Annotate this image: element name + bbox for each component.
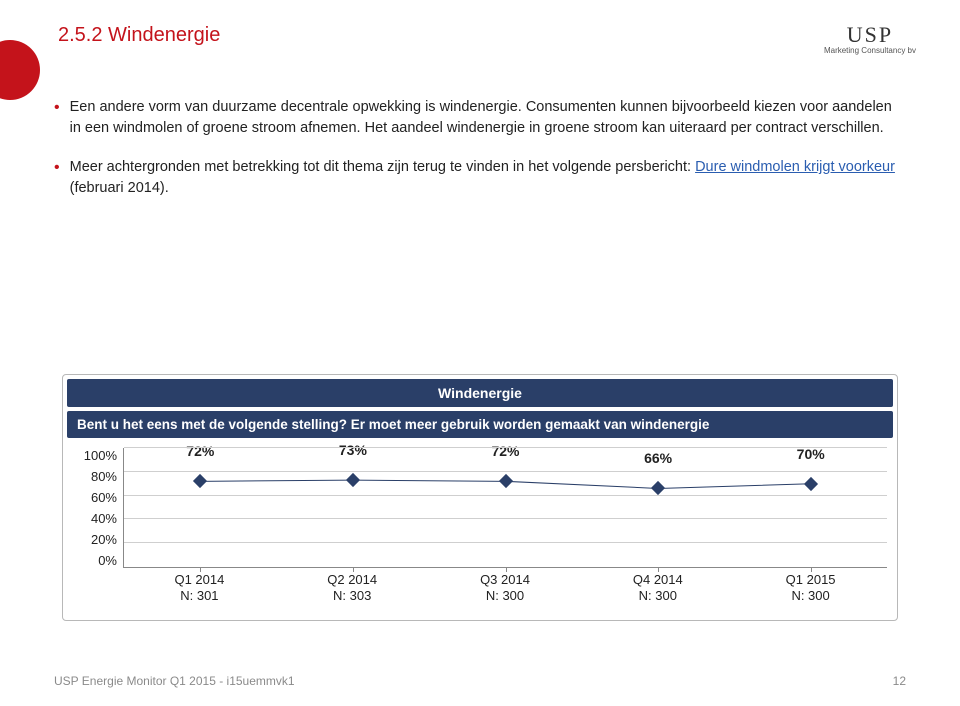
plot-wrap: 72%73%72%66%70% Q1 2014N: 301Q2 2014N: 3…	[123, 448, 887, 610]
data-value-label: 73%	[339, 442, 367, 458]
logo-text: USP	[824, 22, 916, 48]
bullet-marker: •	[54, 157, 60, 179]
bullet-item: • Meer achtergronden met betrekking tot d…	[54, 157, 906, 199]
x-tick-label: Q1 2015N: 300	[786, 572, 836, 605]
line-svg	[124, 448, 887, 567]
data-value-label: 72%	[186, 443, 214, 459]
decorative-red-circle	[0, 40, 40, 100]
grid-line	[124, 495, 887, 496]
data-layer: 72%73%72%66%70%	[124, 448, 887, 567]
x-label-bottom: N: 300	[639, 588, 677, 603]
y-tick-label: 100%	[84, 448, 117, 463]
x-label-bottom: N: 301	[180, 588, 218, 603]
page-number: 12	[893, 674, 906, 688]
x-tick-label: Q1 2014N: 301	[174, 572, 224, 605]
y-tick-label: 80%	[91, 469, 117, 484]
grid-line	[124, 471, 887, 472]
chart-area: 100%80%60%40%20%0% 72%73%72%66%70% Q1 20…	[67, 448, 893, 610]
grid-line	[124, 447, 887, 448]
x-label-bottom: N: 303	[333, 588, 371, 603]
footer-left: USP Energie Monitor Q1 2015 - i15uemmvk1	[54, 674, 295, 688]
x-label-top: Q4 2014	[633, 572, 683, 587]
brand-logo: USP Marketing Consultancy bv	[824, 22, 916, 55]
data-value-label: 66%	[644, 450, 672, 466]
x-label-bottom: N: 300	[486, 588, 524, 603]
y-tick-label: 0%	[98, 553, 117, 568]
plot: 72%73%72%66%70%	[123, 448, 887, 568]
x-label-top: Q1 2014	[174, 572, 224, 587]
x-label-top: Q1 2015	[786, 572, 836, 587]
bullet-text: Een andere vorm van duurzame decentrale …	[70, 97, 906, 139]
y-tick-label: 40%	[91, 511, 117, 526]
grid-line	[124, 542, 887, 543]
y-axis: 100% 80% 60% 40% 20% 0%	[73, 448, 123, 568]
section-heading: 2.5.2 Windenergie	[58, 24, 916, 47]
x-tick-label: Q2 2014N: 303	[327, 572, 377, 605]
chart-card: Windenergie Bent u het eens met de volge…	[62, 374, 898, 621]
logo-subtext: Marketing Consultancy bv	[824, 46, 916, 55]
bullet-text: Meer achtergronden met betrekking tot di…	[70, 157, 906, 199]
chart-title: Windenergie	[67, 379, 893, 407]
x-label-bottom: N: 300	[791, 588, 829, 603]
page-footer: USP Energie Monitor Q1 2015 - i15uemmvk1…	[0, 674, 960, 688]
y-tick-label: 20%	[91, 532, 117, 547]
x-tick-label: Q4 2014N: 300	[633, 572, 683, 605]
data-value-label: 70%	[797, 446, 825, 462]
x-tick-label: Q3 2014N: 300	[480, 572, 530, 605]
y-tick-label: 60%	[91, 490, 117, 505]
bullet-marker: •	[54, 97, 60, 119]
grid-line	[124, 518, 887, 519]
chart-subtitle: Bent u het eens met de volgende stelling…	[67, 411, 893, 438]
press-release-link[interactable]: Dure windmolen krijgt voorkeur	[695, 159, 895, 175]
x-axis-labels: Q1 2014N: 301Q2 2014N: 303Q3 2014N: 300Q…	[123, 572, 887, 610]
bullet-item: • Een andere vorm van duurzame decentrale…	[54, 97, 906, 139]
x-label-top: Q2 2014	[327, 572, 377, 587]
x-label-top: Q3 2014	[480, 572, 530, 587]
bullet-list: • Een andere vorm van duurzame decentrale…	[54, 97, 906, 199]
data-value-label: 72%	[491, 443, 519, 459]
